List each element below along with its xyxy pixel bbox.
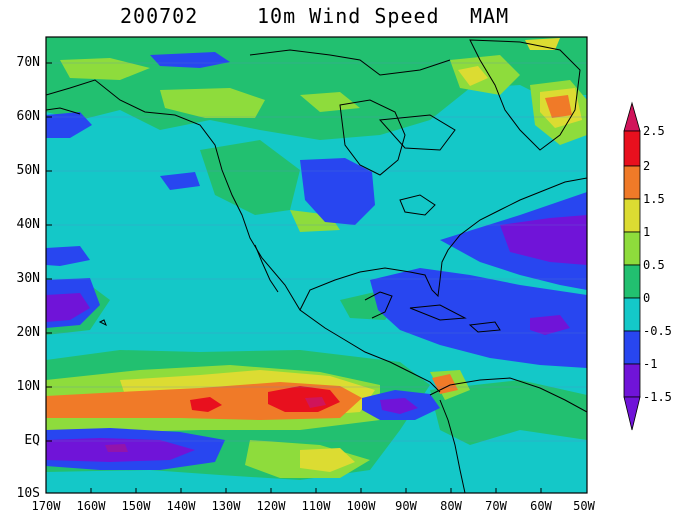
colorbar-label-2.5: 2.5 [643,124,665,138]
lon-label-70w: 70W [485,499,507,513]
colorbar-label-0: 0 [643,291,651,305]
colorbar-label-1.5: 1.5 [643,192,665,206]
lat-label-20n: 20N [16,325,40,340]
title-date: 200702 [120,4,199,28]
lon-label-130w: 130W [211,499,241,513]
colorbar-swatch-bottom [623,396,641,431]
title-field: 10m Wind Speed [257,4,440,28]
colorbar-label-neg1: -1 [643,357,658,371]
axis-ticks [45,62,588,493]
lon-label-100w: 100W [346,499,376,513]
lon-label-170w: 170W [31,499,61,513]
lon-label-110w: 110W [301,499,331,513]
lat-label-40n: 40N [16,217,40,232]
lon-label-80w: 80W [440,499,462,513]
anomaly-field [46,37,587,493]
lat-label-60n: 60N [16,109,40,124]
lon-label-50w: 50W [573,499,595,513]
colorbar-label-2: 2 [643,159,651,173]
title-season: MAM [470,4,510,28]
colorbar-label-1: 1 [643,225,651,239]
lon-label-60w: 60W [530,499,552,513]
lon-label-90w: 90W [395,499,417,513]
lon-label-120w: 120W [256,499,286,513]
colorbar-swatch-top [623,101,641,132]
lat-label-70n: 70N [16,55,40,70]
lon-label-140w: 140W [166,499,196,513]
colorbar [623,101,641,431]
colorbar-label-neg1.5: -1.5 [643,390,672,404]
lat-label-10n: 10N [16,379,40,394]
lat-label-eq: EQ [24,433,40,448]
lon-label-150w: 150W [121,499,151,513]
colorbar-label-0.5: 0.5 [643,258,665,272]
lat-label-50n: 50N [16,163,40,178]
coastlines [46,39,587,493]
lat-label-10s: 10S [16,486,40,501]
lat-label-30n: 30N [16,271,40,286]
colorbar-label-neg0.5: -0.5 [643,324,672,338]
lon-label-160w: 160W [76,499,106,513]
grid-lines [46,62,587,442]
